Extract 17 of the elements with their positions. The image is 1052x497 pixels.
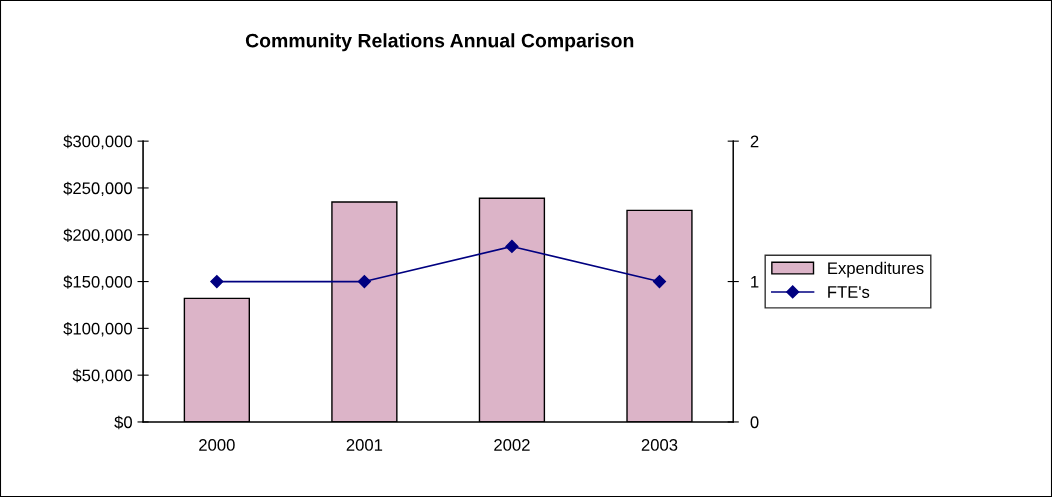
y-tick-label: $100,000 [63,322,133,337]
y-tick-label: $150,000 [63,275,133,290]
legend-label: Expenditures [828,261,924,278]
x-tick-label: 2003 [641,439,678,451]
y-tick-label: $300,000 [63,134,133,150]
y2-tick-label: 2 [750,135,759,148]
x-tick-label: 2000 [199,439,235,451]
x-tick-label: 2001 [346,439,383,451]
legend-label: FTE's [828,286,870,298]
y-tick-label: $0 [114,415,133,430]
y-tick-label: $200,000 [63,228,133,243]
chart-title: Community Relations Annual Comparison [245,33,634,52]
y2-tick-label: 0 [750,416,759,429]
y2-tick-label: 1 [751,276,759,288]
y-tick-label: $250,000 [63,181,133,197]
y-tick-label: $50,000 [72,368,133,384]
x-tick-label: 2002 [494,439,530,451]
